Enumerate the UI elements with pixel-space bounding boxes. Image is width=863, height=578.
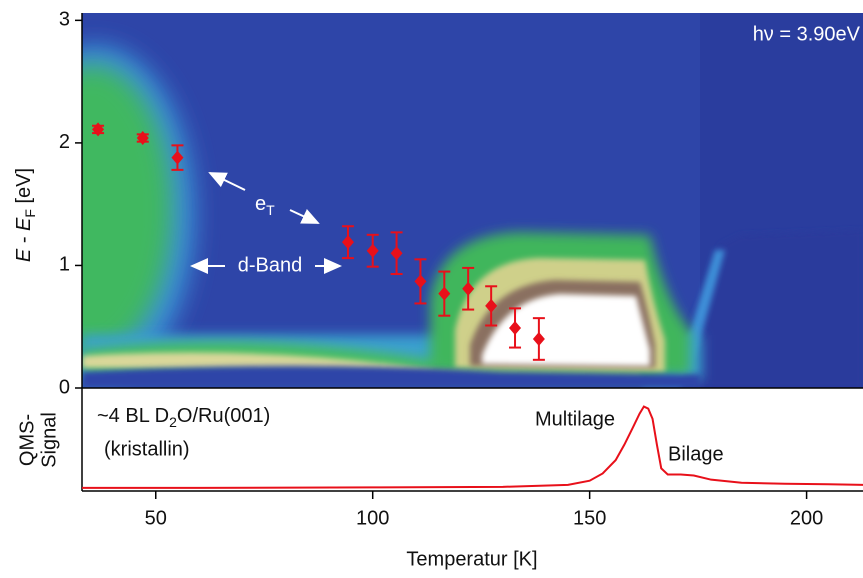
qms-label: QMS- [16, 414, 38, 466]
signal-line [82, 405, 863, 489]
multilayer-label: Multilage [535, 408, 615, 430]
x-tick-label: 150 [573, 507, 606, 529]
y-tick-label: 1 [59, 254, 70, 276]
data-point [92, 122, 105, 137]
data-point [171, 150, 184, 165]
data-point [366, 243, 379, 258]
heatmap [82, 13, 863, 388]
x-axis-label: Temperatur [K] [406, 548, 537, 570]
x-tick-label: 50 [145, 507, 167, 529]
data-point [532, 331, 545, 346]
et-main: e [255, 193, 266, 215]
et-sub: T [266, 202, 275, 218]
et-label: eT [255, 193, 275, 217]
data-point [485, 298, 498, 313]
data-point [509, 320, 522, 335]
ylabel-part: E [13, 248, 35, 262]
sample-label: ~4 BL D2O/Ru(001) [97, 405, 270, 429]
sample-state: (kristallin) [104, 438, 190, 460]
y-tick-label: 0 [59, 376, 70, 398]
ylabel-part: [eV] [13, 168, 35, 209]
sample-part: O/Ru(001) [177, 405, 270, 427]
x-tick-label: 100 [356, 507, 389, 529]
dband-label: d-Band [238, 254, 303, 276]
arrow [208, 172, 246, 191]
data-point [341, 235, 354, 250]
data-point [414, 274, 427, 289]
sample-part: ~4 BL D [97, 405, 169, 427]
data-point [390, 246, 403, 261]
y-axis-label: E - EF [eV] [13, 168, 37, 262]
data-point [462, 281, 475, 296]
bilayer-label: Bilage [668, 443, 724, 465]
sample-sub: 2 [169, 414, 177, 430]
ylabel-part: E [13, 217, 35, 231]
ylabel-sub: F [22, 209, 38, 218]
arrow [289, 209, 320, 224]
data-point [438, 286, 451, 301]
y-tick-label: 2 [59, 131, 70, 153]
qms-label: Signal [38, 412, 60, 468]
photon-energy: hν = 3.90eV [753, 23, 861, 45]
data-point [136, 131, 149, 145]
y-tick-label: 3 [59, 9, 70, 31]
x-tick-label: 200 [790, 507, 823, 529]
ylabel-part: - [13, 231, 35, 249]
